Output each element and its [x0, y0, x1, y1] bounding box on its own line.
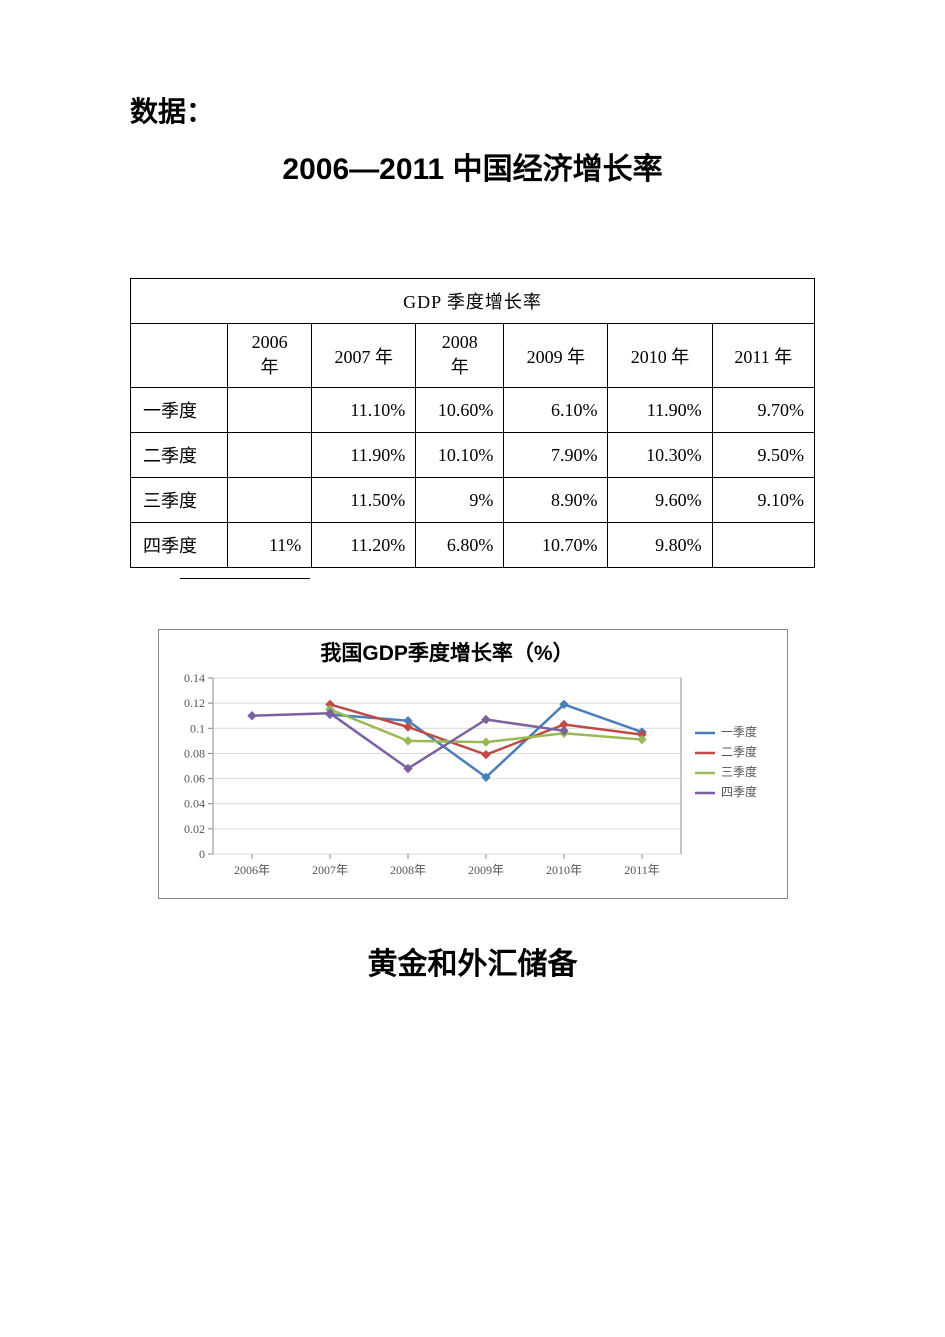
- table-row-head: 一季度: [131, 388, 228, 433]
- table-row-head: 三季度: [131, 478, 228, 523]
- chart-ytick-label: 0.08: [184, 746, 205, 760]
- section-label: 数据：: [130, 90, 815, 130]
- chart-xtick-label: 2009年: [467, 863, 503, 877]
- chart-xtick-label: 2010年: [545, 863, 581, 877]
- chart-xtick-label: 2008年: [389, 863, 425, 877]
- document-subtitle: 黄金和外汇储备: [130, 939, 815, 983]
- legend-label: 四季度: [721, 784, 757, 799]
- table-cell: 11.20%: [312, 523, 416, 568]
- table-cell: 11.90%: [312, 433, 416, 478]
- table-col-head: 2008年: [416, 324, 504, 388]
- table-cell: [712, 523, 814, 568]
- table-col-head: 2010 年: [608, 324, 712, 388]
- chart-ytick-label: 0.1: [190, 721, 205, 735]
- table-cell: 9.10%: [712, 478, 814, 523]
- table-cell: 8.90%: [504, 478, 608, 523]
- legend-swatch: [695, 772, 715, 775]
- legend-swatch: [695, 752, 715, 755]
- table-col-head: 2007 年: [312, 324, 416, 388]
- table-cell: 9.60%: [608, 478, 712, 523]
- footnote-rule: [180, 578, 310, 579]
- table-corner: [131, 324, 228, 388]
- legend-swatch: [695, 792, 715, 795]
- table-cell: 7.90%: [504, 433, 608, 478]
- table-caption: GDP 季度增长率: [131, 279, 815, 324]
- chart-xtick-label: 2006年: [233, 863, 269, 877]
- chart-title: 我国GDP季度增长率（%）: [320, 641, 573, 665]
- legend-label: 三季度: [721, 764, 757, 779]
- chart-ytick-label: 0.12: [184, 696, 205, 710]
- table-cell: [228, 388, 312, 433]
- table-cell: 10.30%: [608, 433, 712, 478]
- chart-ytick-label: 0.02: [184, 822, 205, 836]
- document-page: 数据： 2006—2011 中国经济增长率 GDP 季度增长率2006年2007…: [0, 0, 945, 1023]
- chart-xtick-label: 2007年: [311, 863, 347, 877]
- table-row-head: 四季度: [131, 523, 228, 568]
- table-cell: 9%: [416, 478, 504, 523]
- table-cell: 9.50%: [712, 433, 814, 478]
- table-cell: 11.90%: [608, 388, 712, 433]
- table-cell: 9.80%: [608, 523, 712, 568]
- table-cell: 6.10%: [504, 388, 608, 433]
- table-cell: [228, 433, 312, 478]
- table-col-head: 2006年: [228, 324, 312, 388]
- chart-ytick-label: 0.14: [184, 671, 205, 685]
- table-cell: 9.70%: [712, 388, 814, 433]
- table-cell: 6.80%: [416, 523, 504, 568]
- chart-xtick-label: 2011年: [624, 863, 660, 877]
- table-row-head: 二季度: [131, 433, 228, 478]
- legend-label: 二季度: [721, 744, 757, 759]
- legend-label: 一季度: [721, 724, 757, 739]
- table-cell: 11%: [228, 523, 312, 568]
- table-col-head: 2011 年: [712, 324, 814, 388]
- table-cell: 11.10%: [312, 388, 416, 433]
- table-cell: 10.60%: [416, 388, 504, 433]
- legend-swatch: [695, 732, 715, 735]
- table-cell: 10.70%: [504, 523, 608, 568]
- table-col-head: 2009 年: [504, 324, 608, 388]
- chart-ytick-label: 0: [199, 847, 205, 861]
- table-cell: 10.10%: [416, 433, 504, 478]
- table-cell: 11.50%: [312, 478, 416, 523]
- gdp-table: GDP 季度增长率2006年2007 年2008年2009 年2010 年201…: [130, 278, 815, 568]
- chart-ytick-label: 0.04: [184, 797, 205, 811]
- gdp-chart: 我国GDP季度增长率（%） 0 0.02 0.04 0.06 0.08 0.1 0.12 0.1…: [158, 629, 788, 899]
- document-title: 2006—2011 中国经济增长率: [130, 144, 815, 188]
- chart-ytick-label: 0.06: [184, 772, 205, 786]
- table-cell: [228, 478, 312, 523]
